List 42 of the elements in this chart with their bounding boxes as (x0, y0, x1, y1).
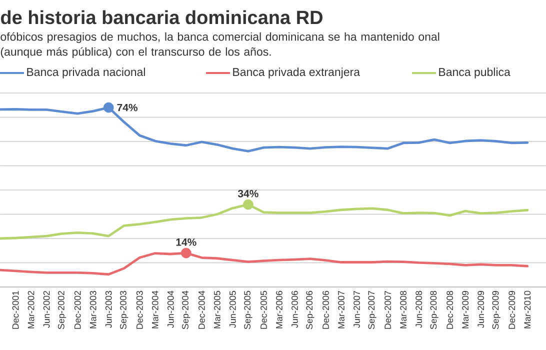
x-tick-label: Dec-2001 (12, 290, 19, 329)
x-tick-label: Sep-2009 (492, 290, 500, 330)
x-tick-label: Mar-2003 (90, 290, 96, 328)
x-tick-label: Dec-2004 (198, 290, 205, 329)
x-tick-label: Mar-2008 (400, 290, 406, 328)
x-tick-label: Sep-2006 (306, 290, 314, 330)
x-tick-label: Jun-2009 (478, 290, 484, 328)
x-tick-label: Jun-2005 (229, 290, 236, 328)
x-tick-label: Dec-2002 (74, 290, 81, 329)
legend-label: Banca privada extranjera (233, 68, 360, 78)
x-tick-label: Mar-2005 (214, 290, 220, 328)
chart-title: de historia bancaria dominicana RD (0, 10, 322, 24)
chart-subtitle: ofóbicos presagios de muchos, la banca comercial dominicana se ha mantenido onal (aunque más pública) con el transcurso de los años. (0, 32, 440, 58)
x-tick-label: Jun-2004 (167, 290, 174, 328)
x-tick-label: Mar-2006 (276, 290, 282, 328)
x-tick-label: Dec-2003 (136, 290, 143, 329)
x-tick-label: Jun-2008 (416, 290, 422, 328)
x-tick-label: Mar-2007 (338, 290, 344, 328)
data-label: 34% (238, 190, 258, 198)
x-tick-label: Jun-2003 (105, 290, 112, 328)
x-tick-label: Sep-2004 (182, 290, 190, 330)
x-tick-label: Sep-2007 (368, 290, 376, 330)
x-tick-label: Sep-2002 (58, 290, 66, 330)
data-label: 74% (117, 104, 138, 112)
x-tick-label: Jun-2007 (354, 290, 360, 328)
data-label: 14% (176, 238, 196, 246)
x-tick-label: Sep-2008 (430, 290, 438, 330)
x-tick-label: Dec-2009 (508, 290, 516, 329)
x-tick-label: Dec-2008 (446, 290, 454, 329)
legend-label: Banca publica (439, 68, 510, 78)
x-tick-label: Mar-2009 (462, 290, 469, 328)
x-tick-label: Dec-2007 (384, 290, 391, 329)
x-tick-label: Sep-2005 (244, 290, 252, 330)
x-tick-label: Dec-2006 (322, 290, 329, 329)
x-tick-label: Dec-2005 (260, 290, 267, 329)
x-tick-label: Jun-2006 (292, 290, 298, 328)
legend-label: Banca privada nacional (27, 68, 145, 78)
x-tick-label: Sep-2003 (120, 290, 128, 330)
x-tick-label: Mar-2004 (152, 290, 158, 328)
x-tick-label: Mar-2010 (524, 290, 531, 328)
x-tick-label: Jun-2002 (43, 290, 50, 328)
x-tick-label: Mar-2002 (28, 290, 34, 328)
